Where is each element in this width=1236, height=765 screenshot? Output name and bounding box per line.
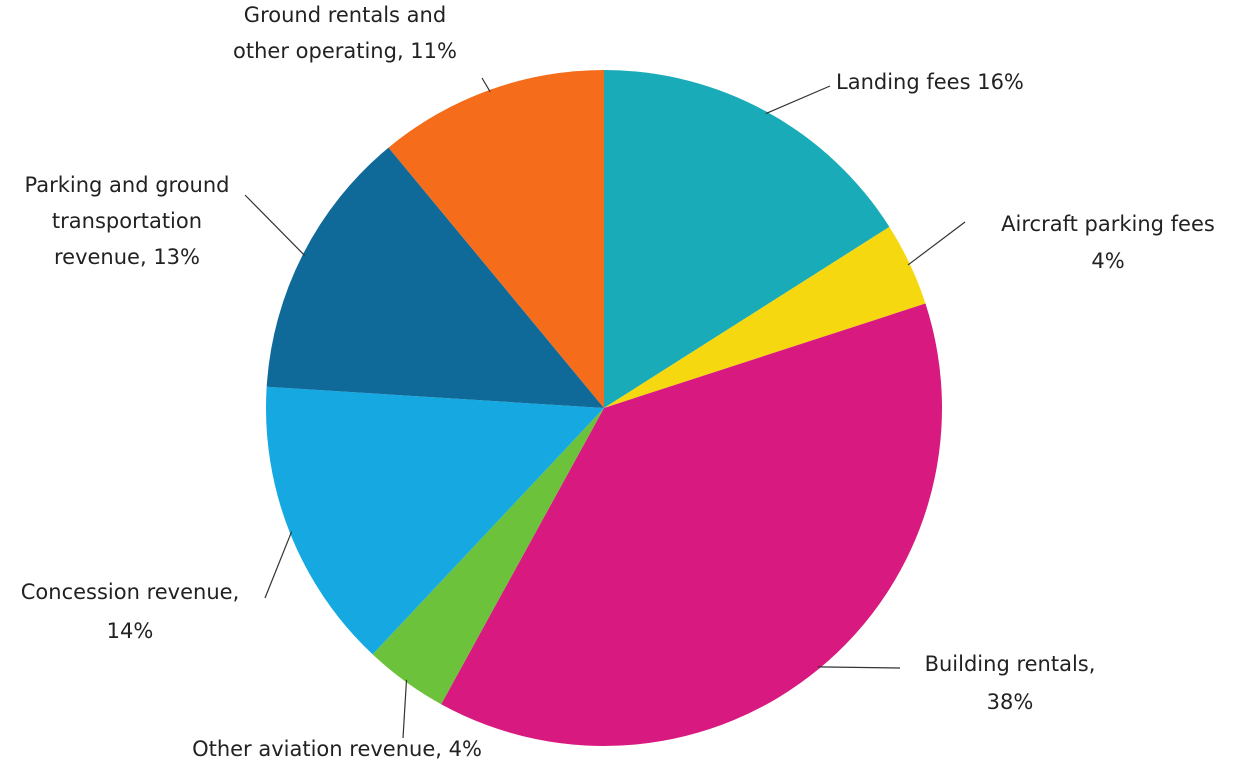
slice-label: transportation [52, 209, 202, 233]
slice-label: Concession revenue, [21, 580, 240, 604]
slice-label: revenue, 13% [54, 245, 200, 269]
slice-label: 38% [987, 690, 1034, 714]
slice-label: Building rentals, [925, 652, 1096, 676]
pie-slice [604, 70, 890, 408]
slice-label: Other aviation revenue, 4% [192, 737, 482, 761]
slice-label: 4% [1091, 249, 1124, 273]
slice-label: Landing fees 16% [836, 70, 1024, 94]
pie-slice [266, 147, 604, 408]
leader-line [765, 85, 831, 115]
pie-slice [388, 70, 604, 408]
pie-slice [441, 303, 942, 746]
slice-label: Aircraft parking fees [1001, 212, 1215, 236]
slice-label: 14% [107, 619, 154, 643]
pie-slice [266, 386, 604, 655]
slice-label: Ground rentals and [244, 3, 446, 27]
leader-line [244, 194, 306, 256]
leader-line [818, 666, 901, 669]
pie-slice [604, 226, 926, 408]
leader-line [264, 531, 293, 599]
leader-line [481, 77, 491, 93]
leader-line [907, 221, 966, 266]
slice-label: Parking and ground [24, 173, 229, 197]
pie-slice [372, 408, 604, 705]
leader-line [402, 679, 408, 739]
slice-label: other operating, 11% [233, 39, 457, 63]
